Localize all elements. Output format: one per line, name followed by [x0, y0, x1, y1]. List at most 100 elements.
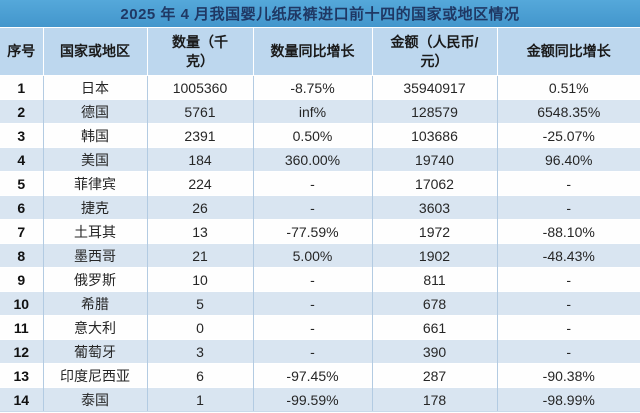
cell-country: 意大利 — [42, 315, 147, 340]
table-body: 1 日本 1005360 -8.75% 35940917 0.51% 2 德国 5761 inf%… — [0, 75, 640, 412]
col-header-amount-yoy-text: 金额同比增长 — [526, 43, 611, 59]
cell-quantity-yoy: -77.59% — [252, 219, 372, 244]
cell-quantity-kg: 21 — [146, 243, 253, 268]
cell-amount-yoy: - — [496, 195, 640, 220]
cell-amount-rmb: 678 — [371, 291, 497, 316]
cell-amount-yoy: - — [496, 339, 640, 364]
cell-quantity-kg: 13 — [146, 219, 253, 244]
table-row: 1 日本 1005360 -8.75% 35940917 0.51% — [0, 75, 640, 100]
cell-country: 葡萄牙 — [42, 339, 147, 364]
cell-amount-yoy: - — [496, 171, 640, 196]
header-row: 序号 国家或地区 数量（千 克） 数量同比增长 金额（人民币/元） 金额同比增长 — [0, 28, 640, 76]
col-header-amount-rmb-text: 元） — [420, 52, 449, 69]
cell-amount-rmb: 811 — [371, 267, 497, 292]
import-stats-table: 序号 国家或地区 数量（千 克） 数量同比增长 金额（人民币/元） 金额同比增长 1 日本 10… — [0, 28, 640, 412]
cell-index: 4 — [0, 147, 43, 172]
cell-country: 希腊 — [42, 291, 147, 316]
table-row: 7 土耳其 13 -77.59% 1972 -88.10% — [0, 219, 640, 244]
cell-quantity-yoy: -8.75% — [252, 75, 372, 100]
cell-amount-yoy: -25.07% — [496, 123, 640, 148]
cell-amount-yoy: - — [496, 291, 640, 316]
cell-amount-rmb: 1902 — [371, 243, 497, 268]
cell-quantity-yoy: 0.50% — [252, 123, 372, 148]
cell-amount-yoy: - — [496, 315, 640, 340]
cell-quantity-yoy: - — [252, 195, 372, 220]
table-row: 13 印度尼西亚 6 -97.45% 287 -90.38% — [0, 363, 640, 388]
cell-index: 10 — [0, 291, 43, 316]
cell-quantity-yoy: -99.59% — [252, 387, 372, 412]
cell-country: 泰国 — [42, 387, 147, 412]
col-header-country: 国家或地区 — [42, 28, 147, 76]
cell-country: 捷克 — [42, 195, 147, 220]
cell-quantity-kg: 10 — [146, 267, 253, 292]
cell-amount-yoy: 0.51% — [496, 75, 640, 100]
cell-quantity-kg: 1 — [146, 387, 253, 412]
col-header-quantity-kg: 数量（千克） — [146, 28, 253, 76]
table-header: 序号 国家或地区 数量（千 克） 数量同比增长 金额（人民币/元） 金额同比增长 — [0, 28, 640, 76]
cell-index: 5 — [0, 171, 43, 196]
cell-country: 印度尼西亚 — [42, 363, 147, 388]
table-row: 8 墨西哥 21 5.00% 1902 -48.43% — [0, 243, 640, 268]
cell-quantity-kg: 6 — [146, 363, 253, 388]
cell-amount-yoy: -88.10% — [496, 219, 640, 244]
cell-amount-rmb: 35940917 — [371, 75, 497, 100]
cell-country: 墨西哥 — [42, 243, 147, 268]
col-header-quantity-kg-text: 克） — [186, 52, 214, 69]
cell-quantity-kg: 2391 — [146, 123, 253, 148]
cell-quantity-kg: 0 — [146, 315, 253, 340]
cell-quantity-kg: 3 — [146, 339, 253, 364]
table-row: 2 德国 5761 inf% 128579 6548.35% — [0, 99, 640, 124]
cell-amount-rmb: 19740 — [371, 147, 497, 172]
col-header-quantity-yoy-text: 数量同比增长 — [270, 43, 355, 59]
col-header-index: 序号 — [0, 28, 43, 76]
cell-index: 7 — [0, 219, 43, 244]
cell-quantity-yoy: inf% — [252, 99, 372, 124]
cell-index: 6 — [0, 195, 43, 220]
cell-amount-yoy: 96.40% — [496, 147, 640, 172]
cell-quantity-kg: 184 — [146, 147, 253, 172]
table-row: 4 美国 184 360.00% 19740 96.40% — [0, 147, 640, 172]
table-row: 14 泰国 1 -99.59% 178 -98.99% — [0, 387, 640, 412]
cell-index: 9 — [0, 267, 43, 292]
cell-quantity-yoy: -97.45% — [252, 363, 372, 388]
table-row: 10 希腊 5-678- — [0, 291, 640, 316]
cell-quantity-yoy: 5.00% — [252, 243, 372, 268]
col-header-quantity-kg-text: 数量（千 — [172, 33, 228, 50]
cell-amount-rmb: 178 — [371, 387, 497, 412]
cell-quantity-kg: 26 — [146, 195, 253, 220]
cell-country: 菲律宾 — [42, 171, 147, 196]
cell-amount-yoy: - — [496, 267, 640, 292]
table-row: 12 葡萄牙 3-390- — [0, 339, 640, 364]
cell-amount-rmb: 103686 — [371, 123, 497, 148]
cell-quantity-kg: 224 — [146, 171, 253, 196]
cell-index: 14 — [0, 387, 43, 412]
cell-amount-yoy: -48.43% — [496, 243, 640, 268]
cell-quantity-yoy: 360.00% — [252, 147, 372, 172]
table-row: 3 韩国 2391 0.50% 103686 -25.07% — [0, 123, 640, 148]
cell-quantity-yoy: - — [252, 291, 372, 316]
cell-index: 2 — [0, 99, 43, 124]
cell-index: 8 — [0, 243, 43, 268]
cell-country: 德国 — [42, 99, 147, 124]
table-row: 5 菲律宾 224-17062- — [0, 171, 640, 196]
cell-country: 俄罗斯 — [42, 267, 147, 292]
cell-index: 12 — [0, 339, 43, 364]
cell-amount-yoy: 6548.35% — [496, 99, 640, 124]
cell-quantity-yoy: - — [252, 171, 372, 196]
cell-index: 1 — [0, 75, 43, 100]
table-row: 11 意大利 0-661- — [0, 315, 640, 340]
cell-amount-rmb: 128579 — [371, 99, 497, 124]
cell-index: 3 — [0, 123, 43, 148]
col-header-index-text: 序号 — [7, 43, 36, 59]
cell-country: 美国 — [42, 147, 147, 172]
cell-index: 13 — [0, 363, 43, 388]
col-header-quantity-yoy: 数量同比增长 — [252, 28, 372, 76]
cell-quantity-yoy: - — [252, 339, 372, 364]
table-row: 9 俄罗斯 10-811- — [0, 267, 640, 292]
col-header-amount-rmb-text: 金额（人民币/ — [390, 33, 479, 50]
cell-amount-yoy: -98.99% — [496, 387, 640, 412]
col-header-country-text: 国家或地区 — [60, 43, 130, 59]
cell-amount-rmb: 661 — [371, 315, 497, 340]
cell-amount-yoy: -90.38% — [496, 363, 640, 388]
cell-amount-rmb: 390 — [371, 339, 497, 364]
